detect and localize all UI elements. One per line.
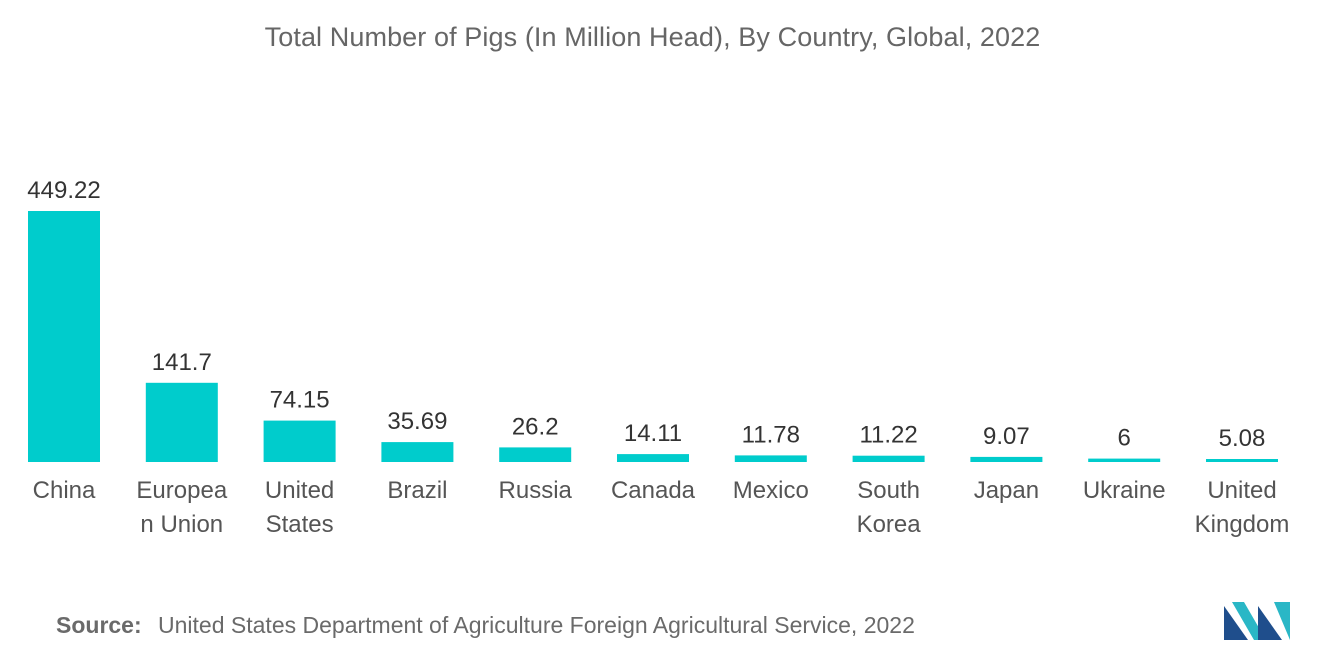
- value-label: 5.08: [1219, 425, 1266, 452]
- bars-layer: [28, 211, 1278, 462]
- bar-european-union: [145, 382, 218, 462]
- category-label-line: Ukraine: [1083, 477, 1166, 504]
- value-label: 26.2: [512, 413, 559, 440]
- category-label: Europea n Union: [136, 477, 227, 538]
- value-label: 9.07: [983, 423, 1030, 450]
- source-label: Source:: [56, 612, 142, 638]
- bar-russia: [499, 447, 572, 462]
- source-text: United States Department of Agriculture …: [158, 612, 915, 638]
- category-label: Mexico: [733, 477, 809, 504]
- bar-china: [28, 211, 100, 462]
- value-labels-layer: 449.22 141.7 74.15 35.69 26.2 14.11 11.78 11.22…: [27, 177, 1265, 452]
- value-label: 11.22: [859, 422, 917, 449]
- bar-chart: 449.22 141.7 74.15 35.69 26.2 14.11 11.78 11.22…: [27, 177, 1290, 538]
- category-label: Ukraine: [1083, 477, 1166, 504]
- category-label: Japan: [974, 477, 1039, 504]
- category-label-line: Brazil: [387, 477, 447, 504]
- value-label: 449.22: [27, 177, 100, 204]
- category-label: Russia: [499, 477, 573, 504]
- category-label: China: [33, 477, 96, 504]
- value-label: 11.78: [742, 421, 800, 448]
- category-label-line: Kingdom: [1195, 511, 1290, 538]
- category-label-line: China: [33, 477, 96, 504]
- bar-united-kingdom: [1206, 459, 1278, 462]
- bar-japan: [970, 456, 1043, 462]
- value-label: 74.15: [270, 387, 330, 414]
- category-label-line: States: [266, 511, 334, 538]
- category-label: United Kingdom: [1195, 477, 1290, 538]
- category-label-line: Japan: [974, 477, 1039, 504]
- category-label-line: Canada: [611, 477, 696, 504]
- value-label: 6: [1118, 425, 1131, 452]
- value-label: 141.7: [152, 349, 212, 376]
- mordor-intelligence-logo-icon: [1224, 602, 1290, 640]
- bar-brazil: [381, 442, 454, 462]
- category-label-line: Korea: [857, 511, 922, 538]
- bar-ukraine: [1088, 458, 1161, 462]
- category-label-line: Europea: [136, 477, 227, 504]
- bar-south-korea: [852, 455, 925, 462]
- category-label-line: Mexico: [733, 477, 809, 504]
- category-label: Brazil: [387, 477, 447, 504]
- category-label-line: n Union: [140, 511, 223, 538]
- category-label-line: Russia: [499, 477, 573, 504]
- chart-title: Total Number of Pigs (In Million Head), …: [264, 22, 1041, 52]
- category-label: South Korea: [857, 477, 922, 538]
- category-label-line: South: [857, 477, 920, 504]
- value-label: 14.11: [624, 420, 682, 447]
- category-labels-layer: China Europea n Union United States Brazil Rus…: [33, 477, 1290, 538]
- value-label: 35.69: [387, 408, 447, 435]
- bar-united-states: [263, 420, 336, 462]
- category-label-line: United: [1207, 477, 1276, 504]
- bar-canada: [617, 454, 689, 462]
- category-label: United States: [265, 477, 334, 538]
- source-note: Source: United States Department of Agri…: [56, 612, 915, 639]
- category-label: Canada: [611, 477, 696, 504]
- category-label-line: United: [265, 477, 334, 504]
- bar-mexico: [734, 455, 807, 462]
